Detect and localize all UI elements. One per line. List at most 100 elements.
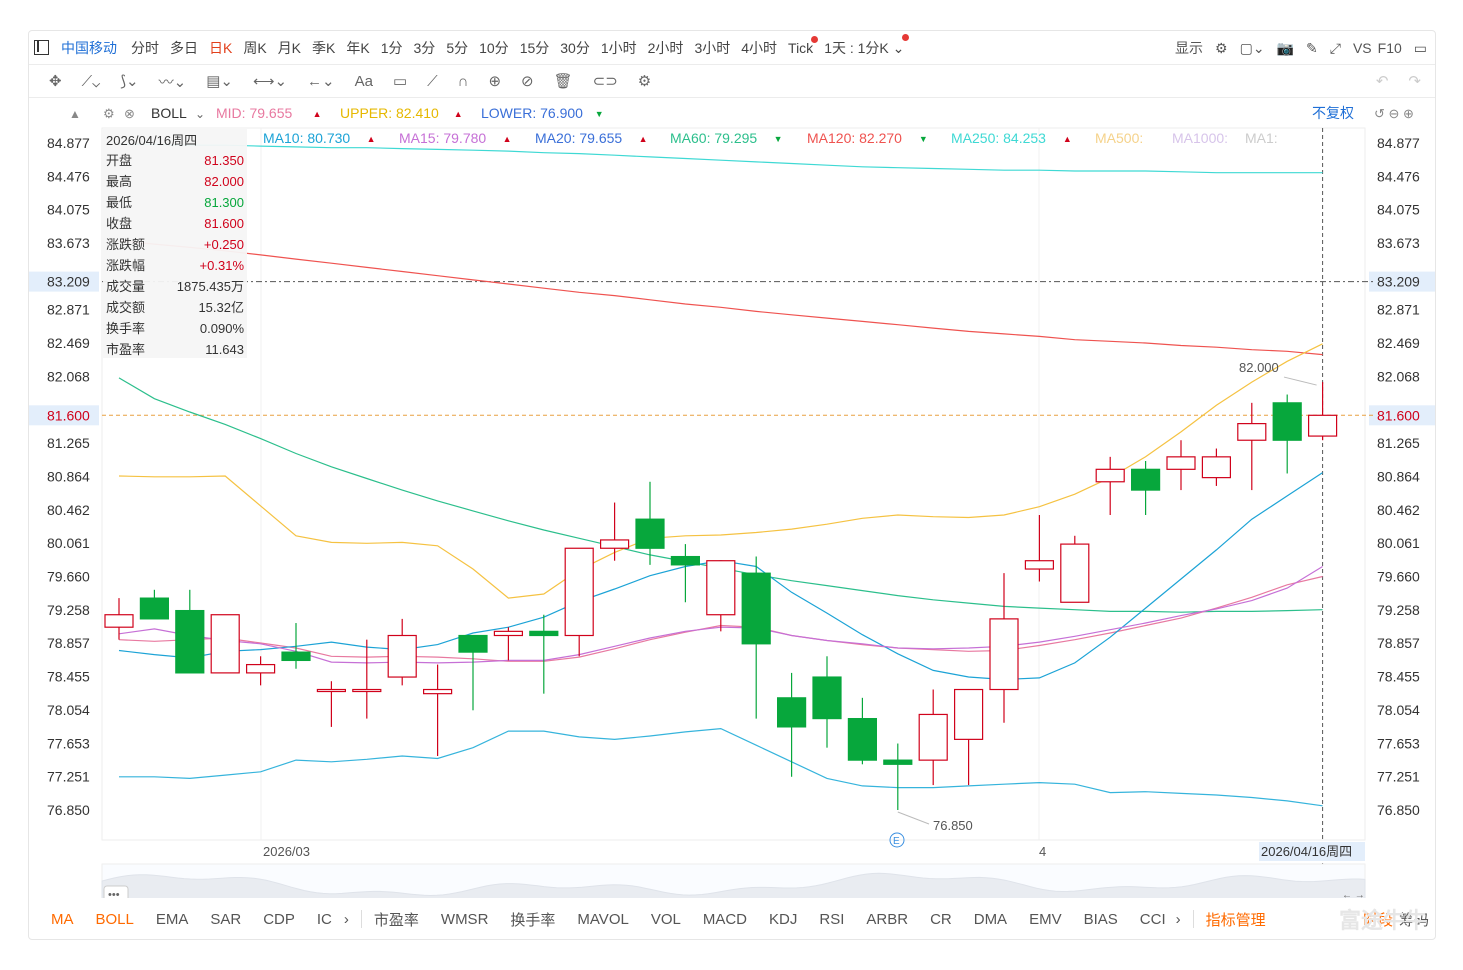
period-tick[interactable]: Tick <box>788 35 819 56</box>
sub-indicator-cci[interactable]: CCI <box>1139 910 1166 928</box>
watermark: 富途牛牛 <box>1338 908 1427 933</box>
delete-icon[interactable]: 🗑 <box>553 73 573 90</box>
indicator-ma[interactable]: MA <box>51 910 74 928</box>
settings-icon[interactable]: ⚙ <box>1215 39 1228 56</box>
period-2hour[interactable]: 2小时 <box>647 39 684 56</box>
display-dropdown[interactable]: 显示 <box>1175 40 1204 56</box>
sub-indicator-arbr[interactable]: ARBR <box>866 910 909 928</box>
comment-tool-icon[interactable]: ▭ <box>392 73 408 90</box>
price-highlight <box>1369 271 1435 292</box>
period-5min[interactable]: 5分 <box>446 39 469 56</box>
measure-tool-icon[interactable]: ⟷⌄ <box>252 73 288 90</box>
move-icon[interactable]: ✥ <box>49 73 62 90</box>
maximize-icon[interactable]: ▭ <box>1413 39 1427 56</box>
chevron-right-icon[interactable]: › <box>1175 910 1181 928</box>
candle-body <box>352 688 382 693</box>
sub-indicator-cr[interactable]: CR <box>930 910 952 928</box>
sub-indicator-dma[interactable]: DMA <box>973 910 1008 928</box>
period-custom[interactable]: 1天 : 1分K ⌄ <box>824 33 910 58</box>
sub-indicator-mavol[interactable]: MAVOL <box>577 910 629 928</box>
period-1hour[interactable]: 1小时 <box>600 39 637 56</box>
candle-body <box>918 713 948 761</box>
candle-body <box>776 697 807 728</box>
vs-button[interactable]: VS <box>1352 40 1372 56</box>
indicator-manage-button[interactable]: 指标管理 <box>1205 911 1266 929</box>
period-1min[interactable]: 1分 <box>380 39 403 56</box>
period-yearly-k[interactable]: 年K <box>346 39 370 56</box>
ma-legend-value: MA250: 84.253 <box>951 130 1046 146</box>
text-tool-icon[interactable]: Aa <box>354 72 373 90</box>
info-row: 收盘 81.600 <box>106 213 244 234</box>
period-fenshi[interactable]: 分时 <box>131 39 159 56</box>
candle-body <box>1060 543 1090 603</box>
new-dot-icon <box>811 35 819 43</box>
kline-chart[interactable]: ▲ ⚙ ⊗ BOLL ⌄ MID: 79.655 ▲ UPPER: 82.410 ▲ LOWER:… <box>29 98 1435 898</box>
sub-indicator-rsi[interactable]: RSI <box>819 910 845 928</box>
period-4hour[interactable]: 4小时 <box>741 39 778 56</box>
y-axis-label-left: 84.877 <box>47 135 90 151</box>
period-10min[interactable]: 10分 <box>479 39 509 56</box>
sub-indicator-emv[interactable]: EMV <box>1029 910 1062 928</box>
redo-icon[interactable]: ↷ <box>1408 73 1421 90</box>
indicator-boll[interactable]: BOLL <box>95 910 134 928</box>
period-monthly-k[interactable]: 月K <box>277 39 302 56</box>
arrow-tool-icon[interactable]: ←⌄ <box>307 73 335 90</box>
f10-button[interactable]: F10 <box>1377 40 1402 56</box>
info-value: +0.250 <box>203 237 244 252</box>
indicator-ema[interactable]: EMA <box>155 910 189 928</box>
candle-body <box>1130 468 1161 491</box>
magnet-icon[interactable]: ∩ <box>457 72 469 90</box>
line-tool-icon[interactable]: ⟋⌄ <box>81 72 101 90</box>
draw-settings-icon[interactable]: ⚙ <box>637 73 652 90</box>
candle-body <box>423 688 453 695</box>
y-axis-label-right: 78.455 <box>1377 669 1420 685</box>
time-segment-button[interactable]: 时段 <box>1362 911 1393 929</box>
y-axis-label-left: 81.265 <box>47 435 90 451</box>
info-value: 15.32亿 <box>198 300 244 315</box>
indicator-ic[interactable]: IC <box>316 910 332 928</box>
candle-body <box>1095 468 1125 483</box>
sub-indicator-kdj[interactable]: KDJ <box>769 910 798 928</box>
undo-icon[interactable]: ↶ <box>1375 73 1389 90</box>
period-multiday[interactable]: 多日 <box>170 39 198 56</box>
wave-tool-icon[interactable]: 〰⌄ <box>158 73 187 91</box>
fib-tool-icon[interactable]: ▤⌄ <box>206 73 233 90</box>
info-value: 81.350 <box>204 153 244 168</box>
sub-indicator-pe[interactable]: 市盈率 <box>373 911 419 929</box>
channel-tool-icon[interactable]: ⟆⌄ <box>120 73 139 90</box>
period-quarterly-k[interactable]: 季K <box>312 39 336 56</box>
sidebar-toggle-icon[interactable] <box>34 40 49 55</box>
sub-indicator-macd[interactable]: MACD <box>702 910 748 928</box>
period-weekly-k[interactable]: 周K <box>243 39 267 56</box>
y-axis-label-right: 84.877 <box>1377 135 1420 151</box>
fullscreen-icon[interactable]: ⤢ <box>1329 39 1341 56</box>
brush-icon[interactable]: ⟋ <box>427 72 438 90</box>
link-icon[interactable]: ⊂⊃ <box>592 73 618 90</box>
stock-name[interactable]: 中国移动 <box>61 39 117 56</box>
y-axis-label-left: 80.864 <box>47 468 90 484</box>
sub-indicator-turnover[interactable]: 换手率 <box>510 911 556 929</box>
camera-icon[interactable]: 📷 <box>1276 39 1295 56</box>
y-axis-label-right: 79.258 <box>1377 602 1420 618</box>
sub-indicator-vol[interactable]: VOL <box>650 910 681 928</box>
sub-indicator-bias[interactable]: BIAS <box>1083 910 1118 928</box>
trend-arrow-icon: ▲ <box>454 109 463 119</box>
pen-icon[interactable]: ✎ <box>1306 39 1318 56</box>
period-daily-k[interactable]: 日K <box>209 39 233 56</box>
period-30min[interactable]: 30分 <box>560 39 590 56</box>
chip-button[interactable]: 筹码 <box>1398 911 1429 929</box>
sub-indicator-wmsr[interactable]: WMSR <box>440 910 489 928</box>
layout-icon[interactable]: ▢⌄ <box>1239 39 1265 56</box>
indicator-name: BOLL <box>151 105 187 121</box>
lock-icon[interactable]: ⊕ <box>488 73 502 90</box>
plot-frame <box>101 127 1366 841</box>
indicator-sar[interactable]: SAR <box>210 910 242 928</box>
period-3hour[interactable]: 3小时 <box>694 39 731 56</box>
chevron-right-icon[interactable]: › <box>343 910 349 928</box>
period-3min[interactable]: 3分 <box>413 39 436 56</box>
period-15min[interactable]: 15分 <box>519 39 550 56</box>
hide-icon[interactable]: ⊘ <box>521 73 534 90</box>
indicator-cdp[interactable]: CDP <box>263 910 295 928</box>
y-axis-label-left: 84.476 <box>47 168 90 184</box>
info-value: 0.090% <box>199 321 244 336</box>
